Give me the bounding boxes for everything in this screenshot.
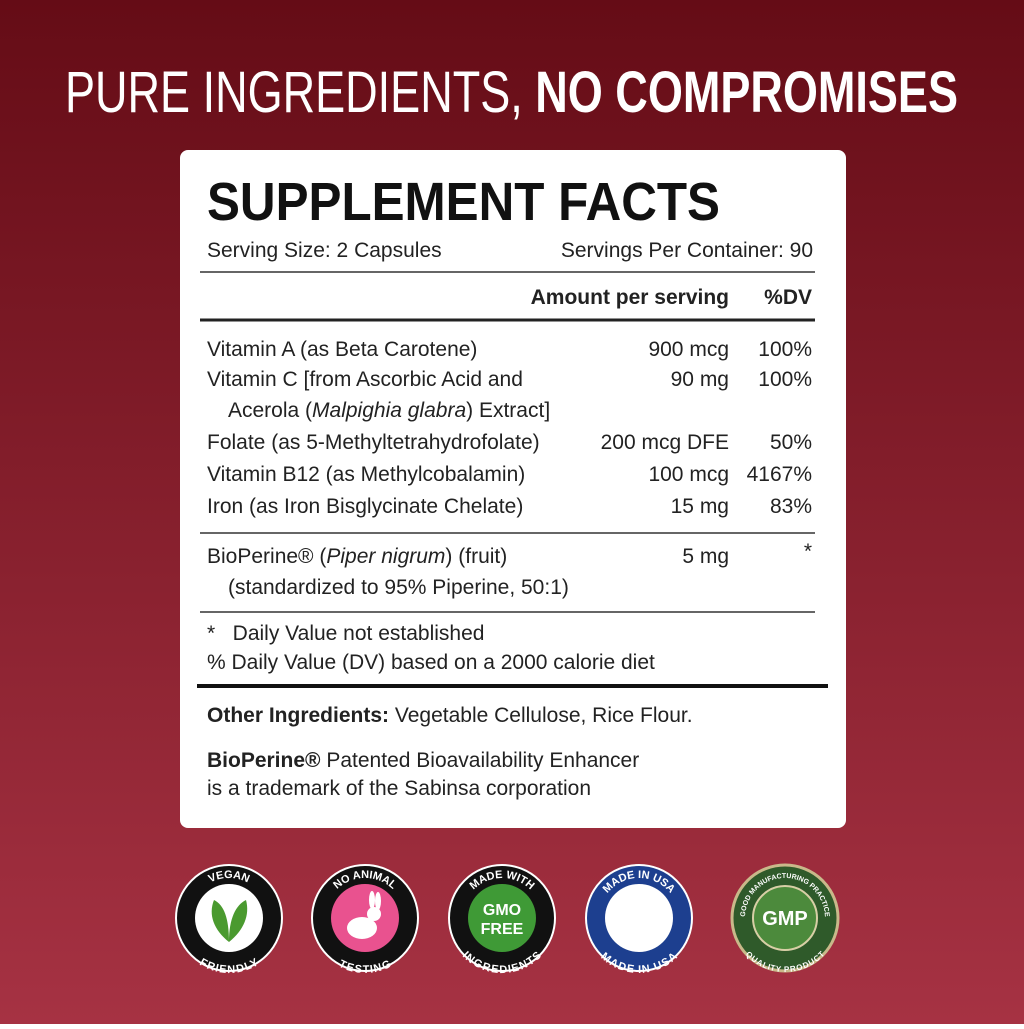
- badge-usa: MADE IN USA MADE IN USA: [585, 864, 693, 976]
- row-amount: 90 mg: [671, 368, 729, 391]
- servings-per-container: Servings Per Container: 90: [561, 239, 813, 262]
- badge-center: GMP: [762, 908, 808, 930]
- headline-bold: NO COMPROMISES: [535, 60, 958, 125]
- bioperine-name: BioPerine® (Piper nigrum) (fruit): [207, 545, 507, 568]
- row-name: Acerola (Malpighia glabra) Extract]: [228, 399, 550, 422]
- footnote: * Daily Value not established: [207, 622, 484, 645]
- badge-top: VEGAN: [207, 869, 252, 885]
- name-part: BioPerine® (: [207, 545, 326, 568]
- row-name: Vitamin C [from Ascorbic Acid and: [207, 368, 523, 391]
- name-part: Malpighia glabra: [312, 399, 466, 422]
- label: BioPerine®: [207, 749, 321, 772]
- note: BioPerine® Patented Bioavailability Enha…: [207, 749, 639, 772]
- badge-bottom: TESTING: [337, 958, 393, 976]
- bioperine-name: (standardized to 95% Piperine, 50:1): [228, 576, 569, 599]
- row-amount: 15 mg: [671, 495, 729, 518]
- row-amount: 900 mcg: [648, 338, 729, 361]
- badge-center: GMO: [483, 902, 521, 919]
- note: is a trademark of the Sabinsa corporatio…: [207, 777, 591, 800]
- col-amount: Amount per serving: [531, 286, 729, 309]
- row-dv: 100%: [758, 338, 812, 361]
- row-amount: 100 mcg: [648, 463, 729, 486]
- headline-light: PURE INGREDIENTS,: [65, 60, 523, 125]
- row-name: Vitamin A (as Beta Carotene): [207, 338, 477, 361]
- text: Vegetable Cellulose, Rice Flour.: [395, 704, 693, 727]
- row-dv: 50%: [770, 431, 812, 454]
- row-name: Iron (as Iron Bisglycinate Chelate): [207, 495, 523, 518]
- name-part: ) (fruit): [445, 545, 507, 568]
- row-amount: 200 mcg DFE: [601, 431, 729, 454]
- col-dv: %DV: [764, 286, 812, 309]
- row-dv: 83%: [770, 495, 812, 518]
- row-dv: 4167%: [747, 463, 812, 486]
- badge-gmp: GMP GOOD MANUFACTURING PRACTICE QUALITY …: [730, 863, 840, 974]
- badge-vegan: VEGAN FRIENDLY: [175, 864, 283, 976]
- headline: PURE INGREDIENTS, NO COMPROMISES: [65, 60, 958, 125]
- bioperine-amount: 5 mg: [682, 545, 729, 568]
- other-ingredients: Other Ingredients: Vegetable Cellulose, …: [207, 704, 693, 727]
- badge-no-animal: NO ANIMAL TESTING: [311, 864, 419, 976]
- badge-text: VEGAN: [207, 869, 252, 885]
- bioperine-dv: *: [804, 540, 812, 563]
- label: Other Ingredients:: [207, 704, 389, 727]
- badge-text: TESTING: [337, 958, 393, 976]
- serving-size: Serving Size: 2 Capsules: [207, 239, 442, 262]
- badge-center: FREE: [481, 921, 524, 938]
- rows: Vitamin A (as Beta Carotene) 900 mcg 100…: [207, 338, 812, 518]
- facts-title: SUPPLEMENT FACTS: [207, 172, 720, 232]
- row-dv: 100%: [758, 368, 812, 391]
- name-part: Acerola (: [228, 399, 312, 422]
- name-part: Piper nigrum: [326, 545, 445, 568]
- footnote: % Daily Value (DV) based on a 2000 calor…: [207, 651, 655, 674]
- text: Patented Bioavailability Enhancer: [326, 749, 639, 772]
- badge-gmo-free: GMO FREE MADE WITH INGREDIENTS: [448, 864, 556, 976]
- name-part: ) Extract]: [466, 399, 550, 422]
- row-name: Folate (as 5-Methyltetrahydrofolate): [207, 431, 540, 454]
- row-name: Vitamin B12 (as Methylcobalamin): [207, 463, 525, 486]
